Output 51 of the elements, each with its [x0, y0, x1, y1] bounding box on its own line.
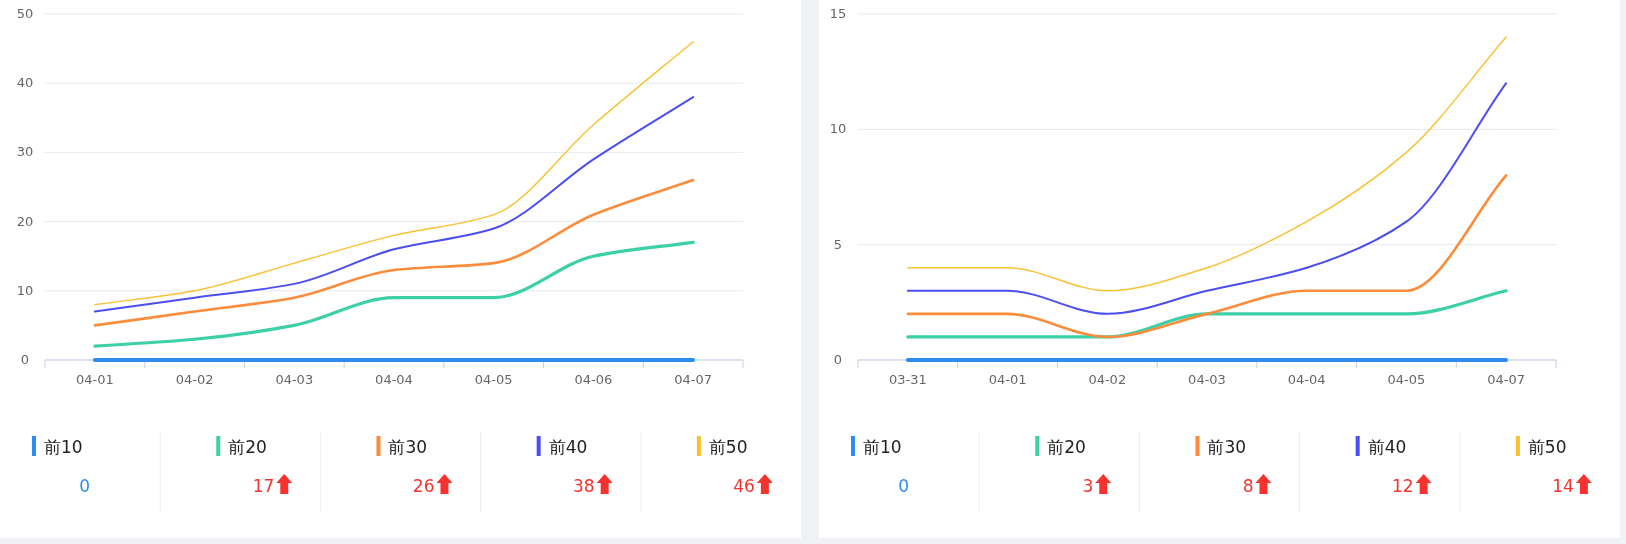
text: 17 [252, 476, 275, 496]
y-tick-label: 20 [16, 213, 34, 229]
line-series [907, 36, 1507, 292]
legend-label: 前30 [388, 437, 428, 457]
legend-label: 前40 [548, 437, 588, 457]
text: 26 [412, 476, 435, 496]
y-tick-label: 50 [16, 6, 34, 21]
line-series [93, 240, 695, 348]
text: 0 [79, 476, 90, 496]
legend-label: 前30 [1207, 437, 1247, 457]
y-tick-label: 15 [829, 6, 847, 21]
text: 0 [898, 476, 909, 496]
text: 12 [1392, 476, 1414, 496]
x-tick-label: 04-01 [75, 372, 114, 387]
legend-label: 前10 [44, 437, 83, 457]
y-tick-label: 5 [833, 236, 843, 252]
text: 3 [1082, 476, 1094, 496]
y-tick-label: 30 [16, 144, 34, 160]
line-series [906, 82, 1508, 315]
y-tick-label: 0 [833, 352, 843, 367]
x-tick-label: 04-04 [375, 372, 413, 387]
text: 46 [733, 476, 755, 496]
legend-label: 前20 [228, 437, 267, 457]
x-tick-label: 04-05 [474, 372, 513, 387]
y-tick-label: 0 [20, 352, 30, 367]
line-series [906, 174, 1508, 339]
y-tick-label: 10 [829, 121, 847, 137]
legend-label: 前50 [708, 437, 748, 457]
x-tick-label: 04-03 [1188, 372, 1226, 387]
x-tick-label: 04-06 [574, 372, 613, 387]
legend-label: 前50 [1527, 437, 1567, 457]
x-tick-label: 04-03 [275, 372, 314, 387]
line-series [93, 178, 695, 327]
line-series [93, 96, 695, 313]
x-tick-label: 04-02 [175, 372, 214, 387]
x-tick-label: 03-31 [888, 372, 927, 387]
line-series [94, 40, 694, 306]
y-tick-label: 10 [16, 282, 34, 298]
x-tick-label: 04-07 [674, 372, 713, 387]
text: 38 [573, 476, 595, 496]
x-tick-label: 04-05 [1387, 372, 1426, 387]
legend-label: 前10 [863, 437, 902, 457]
y-tick-label: 40 [16, 75, 34, 91]
text: 14 [1552, 476, 1574, 496]
x-tick-label: 04-04 [1287, 372, 1326, 387]
x-tick-label: 04-01 [988, 372, 1027, 387]
legend-label: 前40 [1367, 437, 1407, 457]
legend-label: 前20 [1047, 437, 1086, 457]
text: 8 [1242, 476, 1254, 496]
x-tick-label: 04-07 [1487, 372, 1526, 387]
x-tick-label: 04-02 [1088, 372, 1127, 387]
